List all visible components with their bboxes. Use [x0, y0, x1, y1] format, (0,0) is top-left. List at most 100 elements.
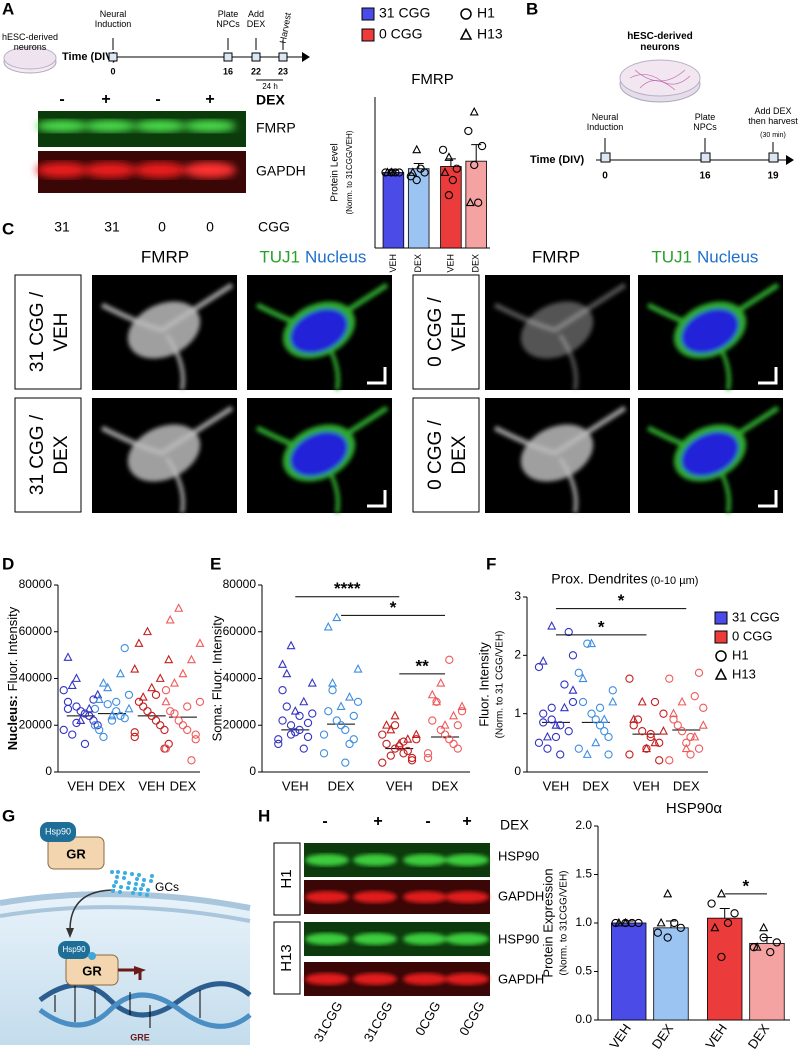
- data-point: [166, 707, 175, 716]
- dex-sign: +: [373, 813, 382, 830]
- data-point: [423, 753, 433, 763]
- condition-box: [14, 274, 82, 390]
- data-point: [328, 686, 337, 695]
- x-tick-label: VEH: [633, 778, 660, 793]
- significance-label: *: [598, 617, 605, 636]
- data-point: [120, 643, 129, 653]
- band: [445, 933, 489, 945]
- element-label: GRE: [130, 1032, 150, 1042]
- band: [403, 891, 447, 903]
- data-point: [407, 753, 417, 763]
- data-point: [408, 167, 418, 176]
- gc-dot: [123, 871, 127, 875]
- stain-header: FMRP: [532, 247, 580, 266]
- gc-dot: [115, 875, 119, 879]
- data-point: [412, 735, 421, 744]
- data-point: [76, 715, 86, 725]
- data-point: [390, 710, 400, 720]
- pathway-diagram: [0, 822, 252, 1045]
- lane-label: 31CGG: [361, 999, 396, 1045]
- data-point: [382, 739, 391, 749]
- x-tick-label: VEH: [282, 778, 309, 793]
- data-point: [646, 729, 655, 739]
- data-point: [677, 696, 687, 706]
- data-point: [587, 709, 596, 718]
- band: [305, 891, 349, 903]
- gc-dot: [135, 877, 139, 881]
- data-point: [655, 756, 664, 765]
- data-point: [445, 735, 454, 744]
- error-bar: [719, 907, 730, 919]
- data-point: [436, 725, 445, 735]
- band: [84, 120, 136, 132]
- y-tick-label: 0: [45, 764, 52, 778]
- data-point: [583, 639, 592, 648]
- significance-label: *: [743, 876, 750, 895]
- condition-label: 31 CGG /: [27, 414, 48, 495]
- data-point: [112, 697, 121, 707]
- x-tick-label: DEX: [170, 778, 197, 793]
- line-box: [273, 921, 301, 995]
- y-tick-label: 40000: [223, 671, 257, 685]
- data-point: [399, 749, 408, 758]
- data-point: [574, 744, 583, 753]
- dish-label: hESC-derived neurons: [627, 31, 693, 53]
- data-point: [124, 703, 134, 713]
- y-tick-label: 20000: [19, 717, 53, 731]
- data-point: [686, 750, 695, 759]
- blot-bands: [305, 891, 489, 903]
- dex-sign: +: [462, 813, 471, 830]
- y-axis-label: (Norm. to 31 CGG/VEH): [495, 631, 506, 739]
- data-point: [394, 738, 404, 748]
- y-tick-label: 1: [514, 706, 521, 720]
- legend-label: 31 CGG: [732, 609, 780, 624]
- data-point: [151, 716, 161, 725]
- data-point: [303, 718, 313, 728]
- y-axis-label: (Norm. to 31CGG/VEH): [345, 130, 354, 214]
- dish-icon: [619, 59, 701, 97]
- step-day: 16: [699, 171, 711, 182]
- bar: [611, 922, 647, 1021]
- gc-dot: [122, 876, 126, 880]
- data-point: [103, 682, 113, 692]
- ligand-label: GCs: [155, 880, 179, 894]
- cgg-label: CGG: [258, 219, 290, 235]
- data-point: [534, 662, 544, 672]
- data-point: [568, 685, 578, 694]
- nucleus: [290, 308, 348, 354]
- stain-header: TUJ1: [651, 247, 692, 266]
- data-point: [156, 721, 165, 730]
- legend-swatch: [714, 611, 728, 625]
- data-point: [72, 702, 81, 711]
- gc-dot: [138, 892, 142, 896]
- y-tick-label: 20000: [223, 717, 257, 731]
- dex-sign: +: [101, 91, 110, 108]
- data-point: [59, 686, 68, 695]
- y-tick-label: 0.5: [575, 964, 592, 978]
- y-tick-label: 60000: [19, 624, 53, 638]
- data-point: [663, 888, 673, 898]
- data-point: [665, 674, 674, 683]
- data-point: [103, 700, 112, 709]
- cgg-value: 0: [158, 219, 166, 235]
- data-point: [390, 721, 400, 730]
- y-axis-label-lead: Nucleus:: [5, 695, 20, 750]
- condition-label: 0 CGG /: [425, 296, 446, 366]
- x-tick-label: DEX: [432, 778, 459, 793]
- chart-title: HSP90α: [666, 800, 723, 817]
- y-tick-label: 40000: [19, 671, 53, 685]
- data-point: [345, 739, 354, 749]
- data-point: [76, 707, 85, 716]
- data-point: [587, 638, 597, 648]
- bar: [382, 172, 405, 249]
- data-point: [457, 701, 467, 710]
- data-point: [646, 732, 655, 742]
- data-point: [444, 190, 454, 200]
- data-point: [407, 756, 417, 765]
- condition-label: DEX: [449, 435, 470, 474]
- error-bar: [471, 144, 482, 162]
- data-point: [412, 144, 422, 154]
- data-point: [564, 627, 573, 637]
- data-point: [547, 715, 556, 724]
